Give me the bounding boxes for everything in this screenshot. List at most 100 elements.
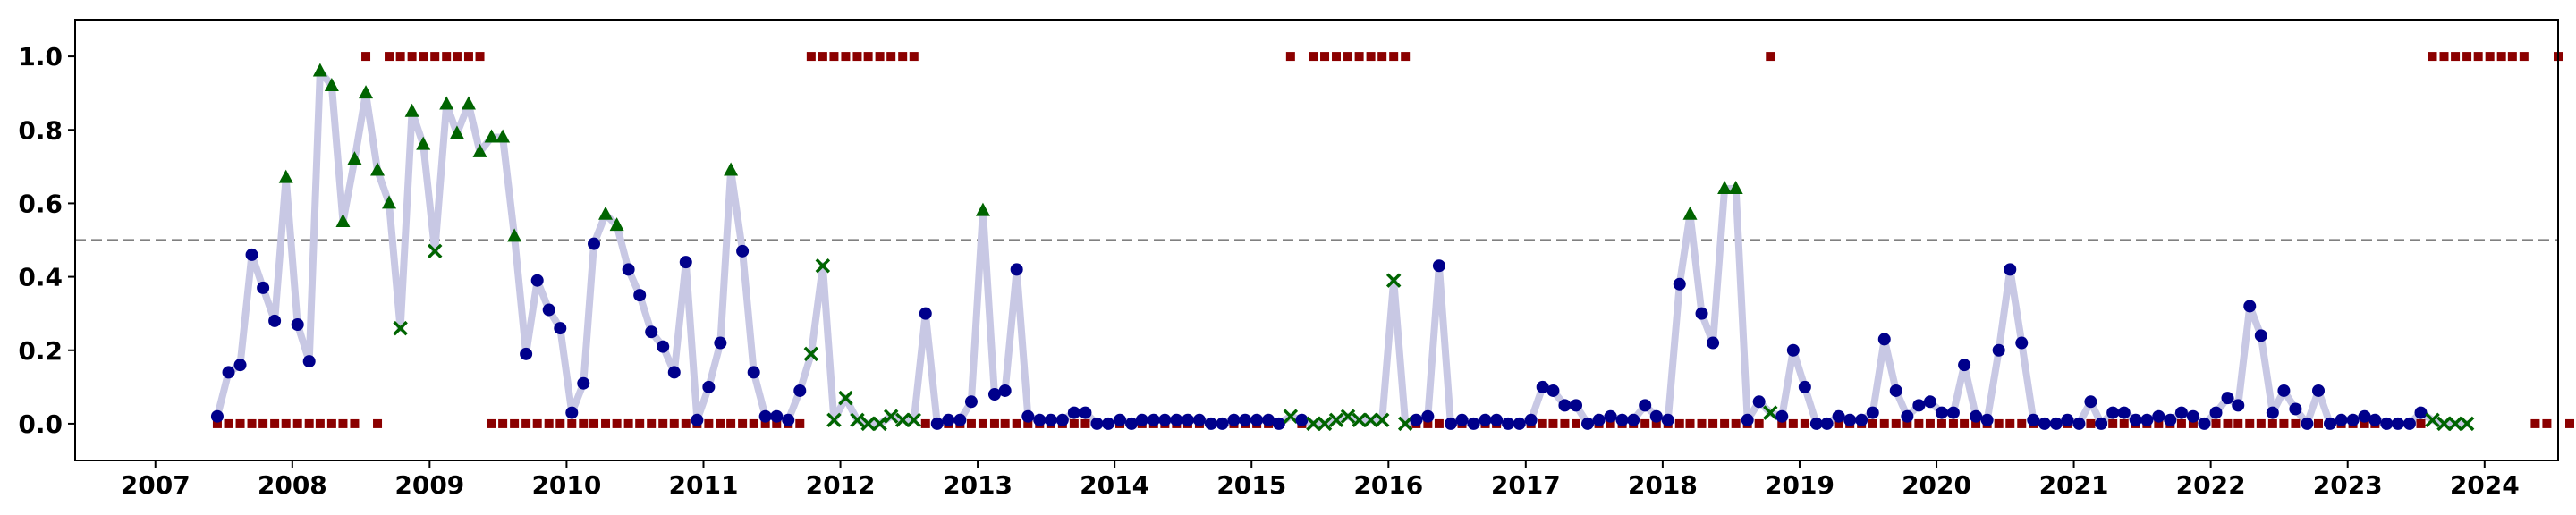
circle-marker bbox=[702, 380, 716, 393]
regime-square-marker bbox=[1731, 418, 1741, 428]
regime-square-marker bbox=[2267, 418, 2277, 428]
regime-square-marker bbox=[247, 418, 257, 428]
regime-square-marker bbox=[852, 52, 862, 62]
circle-marker bbox=[1570, 399, 1583, 412]
regime-square-marker bbox=[2416, 418, 2426, 428]
x-tick-label: 2014 bbox=[1080, 470, 1149, 500]
x-tick-label: 2009 bbox=[394, 470, 464, 500]
regime-square-marker bbox=[978, 418, 987, 428]
regime-square-marker bbox=[2017, 418, 2027, 428]
regime-square-marker bbox=[521, 418, 531, 428]
regime-square-marker bbox=[338, 418, 348, 428]
circle-marker bbox=[1558, 399, 1572, 412]
circle-marker bbox=[554, 322, 567, 335]
circle-marker bbox=[1158, 413, 1172, 426]
cross-marker bbox=[427, 243, 443, 259]
circle-marker bbox=[2038, 417, 2051, 430]
regime-square-marker bbox=[909, 52, 919, 62]
circle-marker bbox=[622, 263, 635, 276]
circle-marker bbox=[1067, 406, 1080, 419]
circle-marker bbox=[1912, 399, 1926, 412]
circle-marker bbox=[1204, 417, 1217, 430]
circle-marker bbox=[2402, 417, 2416, 430]
circle-marker bbox=[2106, 406, 2120, 419]
circle-marker bbox=[2129, 413, 2142, 426]
circle-marker bbox=[1775, 409, 1789, 423]
circle-marker bbox=[222, 366, 235, 379]
circle-marker bbox=[782, 413, 795, 426]
circle-marker bbox=[302, 355, 316, 368]
regime-square-marker bbox=[1720, 418, 1730, 428]
circle-marker bbox=[565, 406, 579, 419]
x-tick-label: 2021 bbox=[2039, 470, 2109, 500]
circle-marker bbox=[1044, 413, 1057, 426]
circle-marker bbox=[1114, 413, 1127, 426]
x-tick-label: 2024 bbox=[2450, 470, 2520, 500]
triangle-marker bbox=[1682, 206, 1698, 220]
regime-square-marker bbox=[373, 418, 383, 428]
circle-marker bbox=[1901, 409, 1914, 423]
regime-square-marker bbox=[532, 418, 542, 428]
regime-square-marker bbox=[635, 418, 645, 428]
circle-marker bbox=[1546, 384, 1560, 397]
regime-square-marker bbox=[1914, 418, 1924, 428]
cross-marker bbox=[1340, 409, 1356, 424]
circle-marker bbox=[257, 281, 270, 294]
circle-marker bbox=[291, 317, 304, 331]
circle-marker bbox=[210, 409, 224, 423]
y-tick-label: 0.2 bbox=[18, 336, 63, 366]
circle-marker bbox=[714, 336, 727, 350]
regime-square-marker bbox=[726, 418, 736, 428]
cross-marker bbox=[883, 409, 899, 424]
triangle-marker bbox=[359, 85, 374, 99]
x-tick-label: 2019 bbox=[1765, 470, 1835, 500]
regime-square-marker bbox=[326, 418, 336, 428]
regime-square-marker bbox=[1697, 418, 1707, 428]
regime-square-marker bbox=[863, 52, 873, 62]
circle-marker bbox=[1033, 413, 1046, 426]
x-tick-label: 2020 bbox=[1902, 470, 1971, 500]
regime-square-marker bbox=[2256, 418, 2266, 428]
regime-square-marker bbox=[498, 418, 508, 428]
circle-marker bbox=[1192, 413, 1206, 426]
circle-marker bbox=[2061, 413, 2074, 426]
regime-square-marker bbox=[1800, 418, 1809, 428]
regime-square-marker bbox=[430, 52, 440, 62]
regime-square-marker bbox=[2086, 418, 2096, 428]
regime-square-marker bbox=[2291, 418, 2301, 428]
regime-square-marker bbox=[2462, 52, 2472, 62]
circle-marker bbox=[1695, 307, 1708, 320]
regime-square-marker bbox=[2451, 52, 2461, 62]
circle-marker bbox=[2117, 406, 2131, 419]
regime-square-marker bbox=[623, 418, 633, 428]
circle-marker bbox=[2277, 384, 2291, 397]
circle-marker bbox=[1055, 413, 1069, 426]
circle-marker bbox=[919, 307, 932, 320]
probability-markers bbox=[210, 63, 2475, 432]
regime-square-marker bbox=[716, 418, 725, 428]
triangle-marker bbox=[335, 213, 351, 227]
regime-square-marker bbox=[1285, 52, 1295, 62]
regime-square-marker bbox=[1640, 418, 1650, 428]
regime-square-marker bbox=[1343, 52, 1353, 62]
circle-marker bbox=[2243, 300, 2257, 313]
cross-marker bbox=[2436, 416, 2452, 432]
regime-square-marker bbox=[1000, 418, 1010, 428]
circle-marker bbox=[2358, 409, 2371, 423]
regime-square-marker bbox=[258, 418, 268, 428]
regime-square-marker bbox=[2428, 52, 2437, 62]
regime-square-marker bbox=[270, 418, 280, 428]
circle-marker bbox=[2152, 409, 2165, 423]
regime-square-marker bbox=[647, 418, 657, 428]
circle-marker bbox=[645, 325, 658, 339]
y-tick-label: 0.4 bbox=[18, 263, 63, 292]
regime-square-marker bbox=[681, 418, 691, 428]
regime-square-marker bbox=[385, 52, 394, 62]
x-tick-label: 2013 bbox=[943, 470, 1013, 500]
circle-marker bbox=[2266, 406, 2279, 419]
y-tick-label: 1.0 bbox=[18, 42, 63, 72]
circle-marker bbox=[1455, 413, 1469, 426]
circle-marker bbox=[1216, 417, 1229, 430]
circle-marker bbox=[1250, 413, 1264, 426]
